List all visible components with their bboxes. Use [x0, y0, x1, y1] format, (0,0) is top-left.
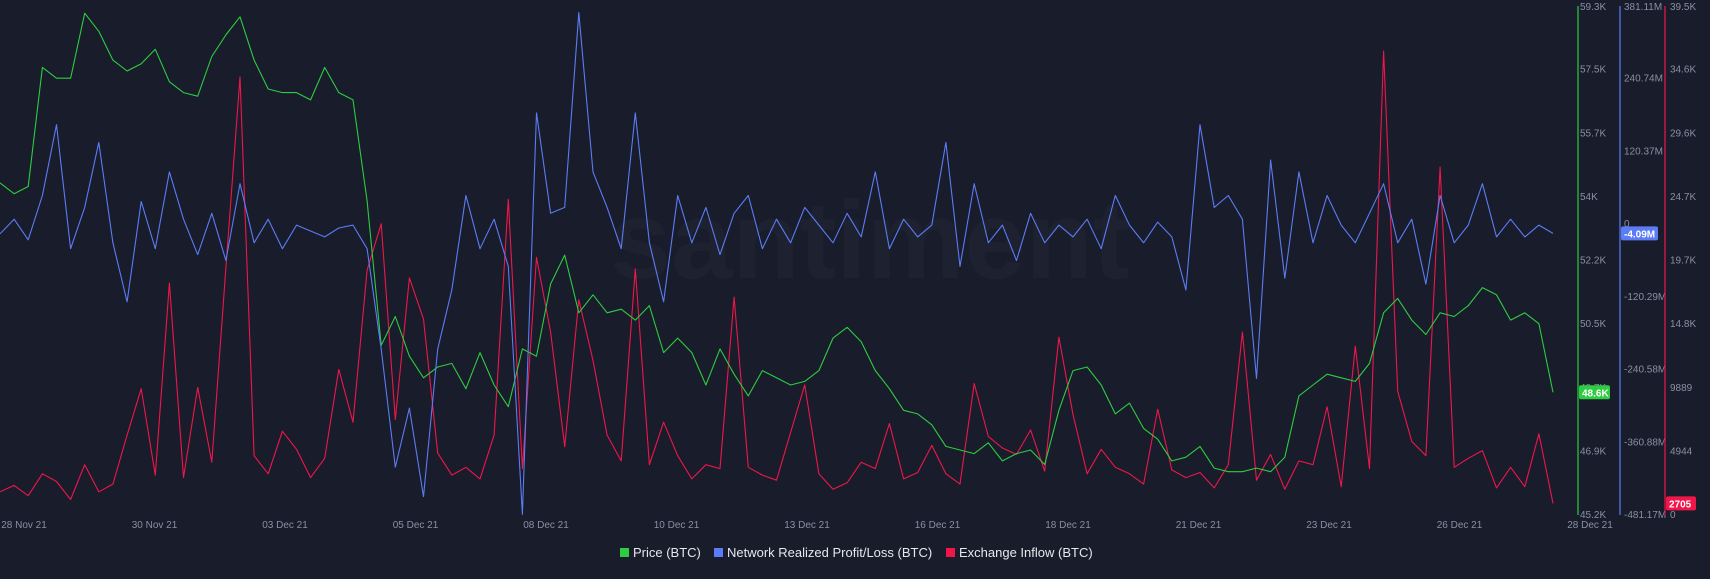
legend-label: Network Realized Profit/Loss (BTC): [727, 545, 932, 560]
x-tick-label: 16 Dec 21: [915, 520, 961, 531]
legend-swatch: [946, 548, 955, 557]
inflow-value-badge: [1666, 496, 1696, 511]
profit-loss-tick-label: -360.88M: [1624, 437, 1666, 448]
inflow-tick-label: 14.8K: [1670, 319, 1696, 330]
inflow-value-badge-text: 2705: [1669, 499, 1692, 510]
price-tick-label: 59.3K: [1580, 2, 1606, 13]
legend-label: Price (BTC): [633, 545, 701, 560]
x-tick-label: 03 Dec 21: [262, 520, 308, 531]
inflow-tick-label: 34.6K: [1670, 65, 1696, 76]
x-tick-label: 30 Nov 21: [132, 520, 178, 531]
price-tick-label: 54K: [1580, 192, 1598, 203]
legend-swatch: [620, 548, 629, 557]
inflow-tick-label: 19.7K: [1670, 256, 1696, 267]
x-tick-label: 26 Dec 21: [1437, 520, 1483, 531]
x-tick-label: 28 Dec 21: [1567, 520, 1613, 531]
profit-loss-series-line: [0, 12, 1554, 515]
x-tick-label: 18 Dec 21: [1045, 520, 1091, 531]
legend-swatch: [714, 548, 723, 557]
profit-loss-tick-label: -120.29M: [1624, 292, 1666, 303]
profit-loss-value-badge: [1621, 226, 1658, 241]
price-tick-label: 46.9K: [1580, 446, 1606, 457]
price-tick-label: 55.7K: [1580, 128, 1606, 139]
profit-loss-tick-label: 381.11M: [1624, 2, 1662, 13]
inflow-tick-label: 24.7K: [1670, 192, 1696, 203]
inflow-tick-label: 4944: [1670, 446, 1693, 457]
price-value-badge: [1579, 385, 1610, 400]
inflow-series-line: [0, 50, 1554, 504]
price-tick-label: 50.5K: [1580, 319, 1606, 330]
inflow-tick-label: 39.5K: [1670, 2, 1696, 13]
x-tick-label: 23 Dec 21: [1306, 520, 1352, 531]
inflow-tick-label: 29.6K: [1670, 128, 1696, 139]
x-tick-label: 21 Dec 21: [1176, 520, 1222, 531]
profit-loss-tick-label: -240.58M: [1624, 365, 1666, 376]
x-tick-label: 05 Dec 21: [393, 520, 439, 531]
profit-loss-tick-label: 240.74M: [1624, 74, 1663, 85]
x-tick-label: 08 Dec 21: [523, 520, 569, 531]
x-tick-label: 10 Dec 21: [654, 520, 700, 531]
profit-loss-tick-label: -481.17M: [1624, 510, 1666, 521]
x-tick-label: 13 Dec 21: [784, 520, 830, 531]
price-value-badge-text: 48.6K: [1582, 388, 1609, 399]
profit-loss-tick-label: 120.37M: [1624, 146, 1663, 157]
inflow-tick-label: 9889: [1670, 383, 1693, 394]
x-tick-label: 28 Nov 21: [1, 520, 47, 531]
legend-label: Exchange Inflow (BTC): [959, 545, 1093, 560]
price-tick-label: 57.5K: [1580, 65, 1606, 76]
price-series-line: [0, 12, 1554, 473]
profit-loss-tick-label: 0: [1624, 219, 1630, 230]
profit-loss-value-badge-text: -4.09M: [1624, 229, 1655, 240]
inflow-tick-label: 0: [1670, 510, 1676, 521]
price-tick-label: 52.2K: [1580, 256, 1606, 267]
price-tick-label: 45.2K: [1580, 510, 1606, 521]
